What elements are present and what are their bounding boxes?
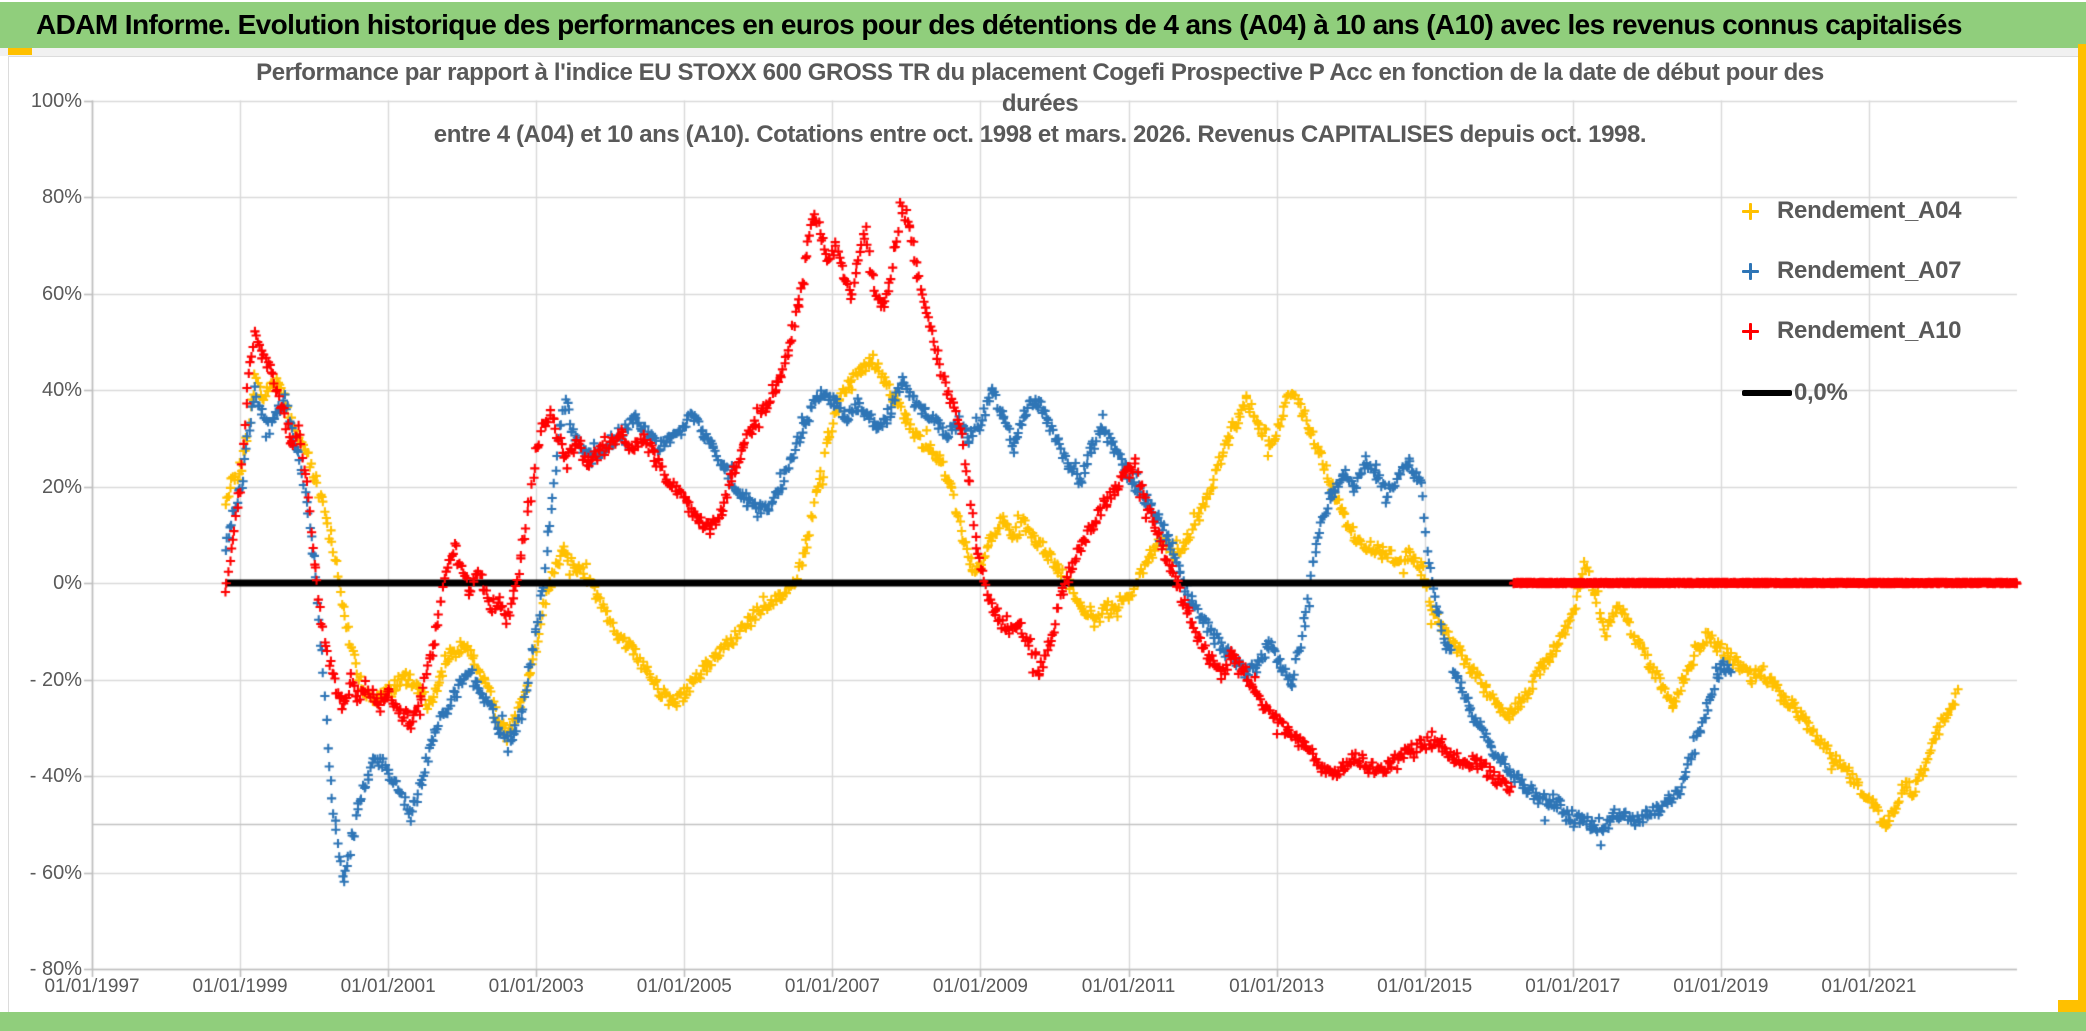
gold-accent-notch xyxy=(8,48,32,55)
y-axis-tick-label: 20% xyxy=(41,475,82,498)
x-axis-tick-label: 01/01/2015 xyxy=(1377,976,1473,997)
legend-label: 0,0% xyxy=(1794,379,1848,406)
x-axis-tick-label: 01/01/1997 xyxy=(44,976,140,997)
x-axis-tick-label: 01/01/2017 xyxy=(1525,976,1621,997)
x-axis-tick-label: 01/01/2005 xyxy=(636,976,732,997)
chart-title-line-3: entre 4 (A04) et 10 ans (A10). Cotations… xyxy=(433,121,1647,148)
chart-title: Performance par rapport à l'indice EU ST… xyxy=(240,57,1840,150)
legend-item-rendement-a07: Rendement_A07 xyxy=(1742,256,1961,286)
x-axis-tick-label: 01/01/2003 xyxy=(488,976,584,997)
x-axis-tick-label: 01/01/2007 xyxy=(784,976,880,997)
page-title: ADAM Informe. Evolution historique des p… xyxy=(36,9,1962,40)
legend-label: Rendement_A04 xyxy=(1777,197,1962,224)
chart-title-line-2: durées xyxy=(1001,90,1079,117)
y-axis-tick-label: 0% xyxy=(53,572,82,594)
plus-marker-icon xyxy=(1742,202,1759,220)
x-axis-tick-label: 01/01/2021 xyxy=(1821,976,1917,997)
legend-label: Rendement_A10 xyxy=(1777,317,1962,344)
header-divider xyxy=(0,48,2086,56)
y-axis-tick-label: 60% xyxy=(41,282,82,305)
y-axis-tick-label: - 80% xyxy=(29,958,82,980)
legend-item-rendement-a10: Rendement_A10 xyxy=(1742,316,1961,346)
legend-label: Rendement_A07 xyxy=(1777,257,1962,284)
legend-item-zero-line: 0,0% xyxy=(1742,378,1848,408)
x-axis-tick-label: 01/01/2019 xyxy=(1673,976,1769,997)
header-green-bar xyxy=(0,2,2086,48)
worksheet-header: ADAM Informe. Evolution historique des p… xyxy=(0,0,2086,48)
chart-title-line-1: Performance par rapport à l'indice EU ST… xyxy=(256,59,1824,86)
footer-green-bar xyxy=(0,1012,2086,1031)
plus-marker-icon xyxy=(1742,322,1759,340)
plus-marker-icon xyxy=(1742,262,1759,280)
x-axis-tick-label: 01/01/2001 xyxy=(340,976,436,997)
line-marker-icon xyxy=(1742,390,1792,396)
x-axis-tick-label: 01/01/2011 xyxy=(1081,976,1176,997)
y-axis-tick-label: 40% xyxy=(41,379,82,401)
y-axis-tick-label: - 40% xyxy=(29,765,82,787)
legend-item-rendement-a04: Rendement_A04 xyxy=(1742,196,1961,226)
x-axis-tick-label: 01/01/2013 xyxy=(1229,976,1325,997)
x-axis-tick-label: 01/01/2009 xyxy=(932,976,1028,997)
gold-accent-strip-right xyxy=(2078,44,2086,1012)
x-axis-tick-label: 01/01/1999 xyxy=(192,976,288,997)
y-axis-tick-label: 80% xyxy=(41,186,82,208)
y-axis-tick-label: - 20% xyxy=(29,668,82,691)
y-axis-tick-label: - 60% xyxy=(29,861,82,884)
y-axis-tick-label: 100% xyxy=(30,89,82,112)
